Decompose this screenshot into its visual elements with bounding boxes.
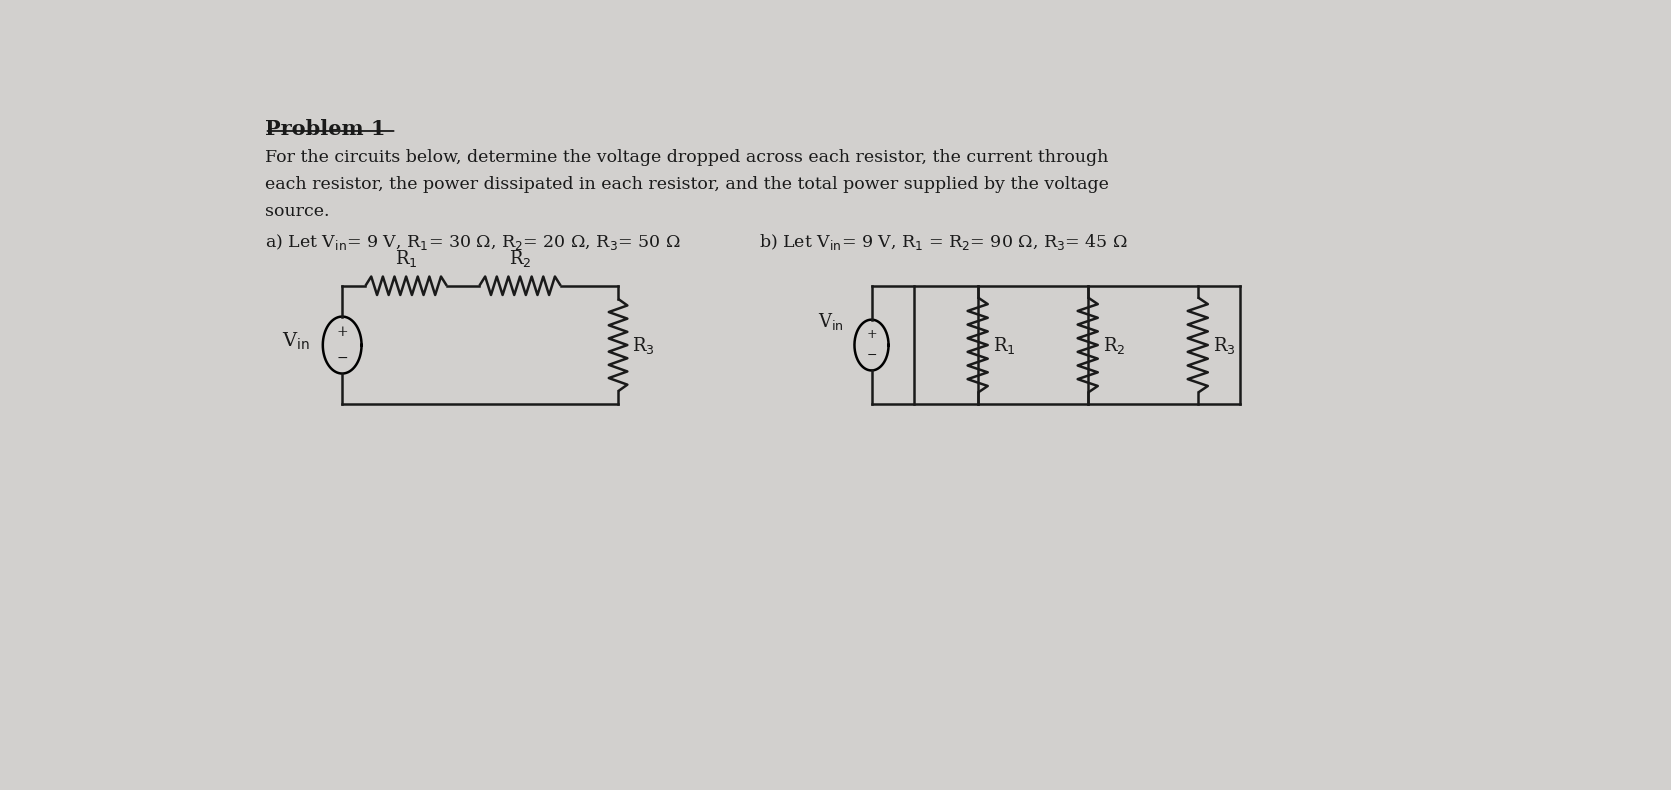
- Text: V$_{\rm in}$: V$_{\rm in}$: [819, 311, 844, 333]
- Text: Problem 1: Problem 1: [264, 119, 386, 140]
- Text: a) Let V$_{\rm in}$= 9 V, R$_1$= 30 Ω, R$_2$= 20 Ω, R$_3$= 50 Ω: a) Let V$_{\rm in}$= 9 V, R$_1$= 30 Ω, R…: [264, 231, 680, 252]
- Text: R$_3$: R$_3$: [1213, 334, 1237, 356]
- Text: R$_1$: R$_1$: [993, 334, 1016, 356]
- Text: V$_{\rm in}$: V$_{\rm in}$: [282, 330, 309, 352]
- Text: For the circuits below, determine the voltage dropped across each resistor, the : For the circuits below, determine the vo…: [264, 149, 1108, 166]
- Text: source.: source.: [264, 202, 329, 220]
- Text: +: +: [866, 328, 877, 340]
- Text: each resistor, the power dissipated in each resistor, and the total power suppli: each resistor, the power dissipated in e…: [264, 175, 1108, 193]
- Text: R$_2$: R$_2$: [1103, 334, 1126, 356]
- Text: b) Let V$_{\rm in}$= 9 V, R$_1$ = R$_2$= 90 Ω, R$_3$= 45 Ω: b) Let V$_{\rm in}$= 9 V, R$_1$ = R$_2$=…: [759, 231, 1128, 252]
- Text: R$_3$: R$_3$: [632, 334, 655, 356]
- Text: −: −: [866, 349, 877, 363]
- Text: +: +: [336, 325, 348, 339]
- Text: R$_1$: R$_1$: [394, 248, 418, 269]
- Text: R$_2$: R$_2$: [508, 248, 531, 269]
- Text: −: −: [336, 351, 348, 365]
